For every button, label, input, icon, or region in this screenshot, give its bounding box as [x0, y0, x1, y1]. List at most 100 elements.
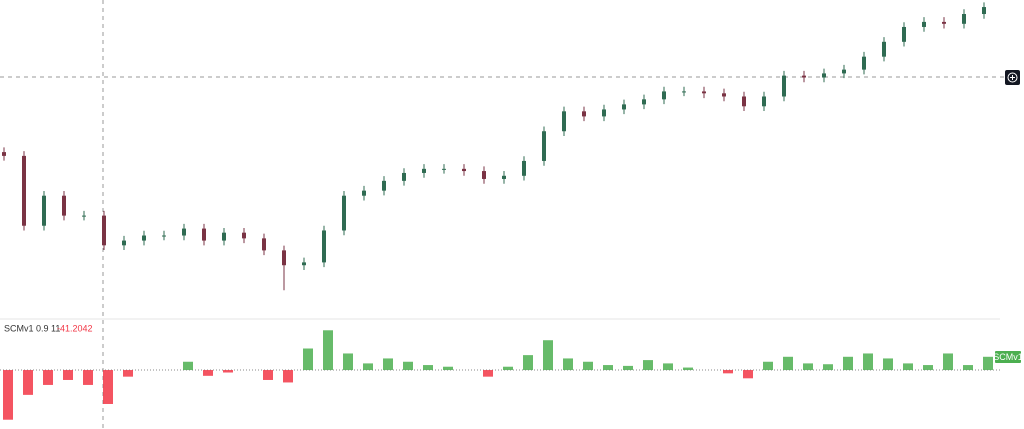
- candle-body: [662, 91, 666, 100]
- histogram-bar: [403, 361, 413, 371]
- histogram-bar: [83, 370, 93, 385]
- candle-body: [842, 69, 846, 74]
- histogram-bar: [483, 370, 493, 377]
- histogram-bar: [103, 370, 113, 404]
- histogram-bar: [543, 340, 553, 371]
- candle-body: [462, 168, 466, 172]
- histogram-bar: [763, 361, 773, 371]
- candle-body: [622, 104, 626, 110]
- histogram-bar: [223, 370, 233, 373]
- histogram-bar: [503, 366, 513, 371]
- histogram-bar: [383, 358, 393, 371]
- histogram-bar: [903, 363, 913, 371]
- indicator-tag: SCMv1: [993, 352, 1023, 362]
- candle-body: [402, 172, 406, 181]
- histogram-bar: [3, 370, 13, 420]
- candle-body: [2, 152, 6, 156]
- histogram-bar: [823, 364, 833, 371]
- candle-body: [582, 111, 586, 117]
- candle-body: [302, 262, 306, 266]
- candle-body: [862, 56, 866, 70]
- histogram-bar: [743, 370, 753, 379]
- histogram-bar: [283, 370, 293, 383]
- indicator-title: SCMv1 0.9 11: [4, 323, 60, 333]
- histogram-bar: [963, 365, 973, 371]
- histogram-bar: [183, 361, 193, 371]
- histogram-bar: [423, 365, 433, 371]
- histogram-bar: [323, 330, 333, 371]
- histogram-bar: [43, 370, 53, 385]
- add-button[interactable]: [1005, 70, 1020, 85]
- histogram-bar: [63, 370, 73, 380]
- histogram-bar: [343, 353, 353, 371]
- candle-body: [222, 232, 226, 241]
- histogram-bar: [623, 365, 633, 371]
- candle-body: [262, 238, 266, 251]
- indicator-value: -41.2042: [57, 323, 93, 333]
- histogram-bar: [863, 353, 873, 371]
- candle-body: [922, 21, 926, 27]
- candle-body: [202, 228, 206, 241]
- candle-body: [522, 160, 526, 176]
- candle-body: [542, 131, 546, 161]
- candle-body: [242, 232, 246, 239]
- candle-body: [602, 109, 606, 117]
- candle-body: [482, 171, 486, 179]
- histogram-bar: [363, 363, 373, 371]
- candle-body: [942, 21, 946, 24]
- histogram-bar: [783, 356, 793, 371]
- candle-body: [502, 175, 506, 179]
- indicator-tag-bg: [995, 351, 1021, 363]
- histogram-bar: [203, 370, 213, 376]
- histogram-bar: [723, 370, 733, 374]
- candle-body: [782, 75, 786, 97]
- histogram-bar: [983, 356, 993, 371]
- histogram-bar: [943, 353, 953, 371]
- candle-body: [702, 91, 706, 94]
- candle-body: [102, 215, 106, 246]
- candle-body: [42, 195, 46, 226]
- candle-body: [442, 168, 446, 170]
- candle-body: [22, 155, 26, 226]
- histogram-bar: [843, 356, 853, 371]
- histogram-bar: [603, 365, 613, 371]
- candle-body: [802, 75, 806, 78]
- histogram-bar: [563, 358, 573, 371]
- candle-body: [62, 195, 66, 216]
- candle-body: [822, 73, 826, 78]
- histogram-bar: [923, 365, 933, 371]
- candle-body: [982, 7, 986, 15]
- candle-body: [142, 235, 146, 241]
- candle-body: [362, 190, 366, 196]
- histogram-bar: [683, 367, 693, 371]
- candle-body: [742, 96, 746, 107]
- histogram-bar: [583, 361, 593, 371]
- candle-body: [902, 26, 906, 42]
- histogram-bar: [523, 355, 533, 371]
- histogram-bar: [263, 370, 273, 380]
- histogram-bar: [803, 363, 813, 371]
- candle-body: [422, 168, 426, 173]
- candle-body: [182, 228, 186, 236]
- histogram-bar: [883, 358, 893, 371]
- candle-body: [762, 96, 766, 107]
- histogram-bar: [663, 363, 673, 371]
- candle-body: [82, 215, 86, 217]
- candle-body: [162, 235, 166, 237]
- candle-body: [322, 230, 326, 263]
- candle-body: [342, 195, 346, 231]
- histogram-bar: [443, 366, 453, 371]
- candle-body: [642, 99, 646, 105]
- candle-body: [122, 240, 126, 246]
- candle-body: [382, 180, 386, 191]
- candle-body: [962, 14, 966, 24]
- histogram-bar: [643, 360, 653, 371]
- histogram-bar: [303, 348, 313, 371]
- candle-body: [562, 111, 566, 132]
- candle-body: [722, 93, 726, 97]
- candle-body: [682, 91, 686, 93]
- candle-body: [282, 250, 286, 266]
- histogram-bar: [123, 370, 133, 377]
- histogram-bar: [23, 370, 33, 395]
